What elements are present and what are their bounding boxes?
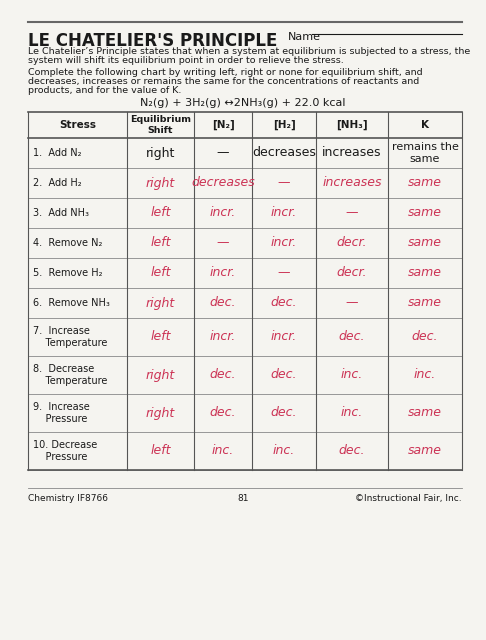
Text: 8.  Decrease
    Temperature: 8. Decrease Temperature bbox=[33, 364, 107, 386]
Text: incr.: incr. bbox=[210, 330, 236, 344]
Text: remains the
same: remains the same bbox=[392, 142, 458, 164]
Text: —: — bbox=[278, 177, 290, 189]
Text: right: right bbox=[146, 369, 175, 381]
Text: —: — bbox=[217, 237, 229, 250]
Text: same: same bbox=[408, 266, 442, 280]
Text: Name: Name bbox=[288, 32, 321, 42]
Text: left: left bbox=[150, 330, 171, 344]
Text: 5.  Remove H₂: 5. Remove H₂ bbox=[33, 268, 103, 278]
Text: increases: increases bbox=[322, 147, 382, 159]
Text: increases: increases bbox=[322, 177, 382, 189]
Text: same: same bbox=[408, 296, 442, 310]
Text: left: left bbox=[150, 207, 171, 220]
Text: dec.: dec. bbox=[271, 296, 297, 310]
Text: same: same bbox=[408, 445, 442, 458]
Text: Le Chatelier’s Principle states that when a system at equilibrium is subjected t: Le Chatelier’s Principle states that whe… bbox=[28, 47, 470, 56]
Text: decr.: decr. bbox=[337, 237, 367, 250]
Text: incr.: incr. bbox=[210, 207, 236, 220]
Text: decreases: decreases bbox=[252, 147, 316, 159]
Text: left: left bbox=[150, 445, 171, 458]
Text: dec.: dec. bbox=[271, 406, 297, 419]
Text: left: left bbox=[150, 237, 171, 250]
Text: 3.  Add NH₃: 3. Add NH₃ bbox=[33, 208, 89, 218]
Text: 9.  Increase
    Pressure: 9. Increase Pressure bbox=[33, 402, 90, 424]
Text: inc.: inc. bbox=[341, 369, 363, 381]
Text: same: same bbox=[408, 406, 442, 419]
Text: K: K bbox=[421, 120, 429, 130]
Text: dec.: dec. bbox=[210, 406, 236, 419]
Text: products, and for the value of K.: products, and for the value of K. bbox=[28, 86, 181, 95]
Text: 6.  Remove NH₃: 6. Remove NH₃ bbox=[33, 298, 110, 308]
Text: [NH₃]: [NH₃] bbox=[336, 120, 368, 130]
Text: Stress: Stress bbox=[59, 120, 96, 130]
Text: left: left bbox=[150, 266, 171, 280]
Text: Equilibrium
Shift: Equilibrium Shift bbox=[130, 115, 191, 134]
Text: incr.: incr. bbox=[271, 207, 297, 220]
Text: dec.: dec. bbox=[210, 369, 236, 381]
Text: same: same bbox=[408, 237, 442, 250]
Text: inc.: inc. bbox=[273, 445, 295, 458]
Text: inc.: inc. bbox=[341, 406, 363, 419]
Text: right: right bbox=[146, 177, 175, 189]
Text: 1.  Add N₂: 1. Add N₂ bbox=[33, 148, 82, 158]
Text: system will shift its equilibrium point in order to relieve the stress.: system will shift its equilibrium point … bbox=[28, 56, 344, 65]
Text: 7.  Increase
    Temperature: 7. Increase Temperature bbox=[33, 326, 107, 348]
Text: incr.: incr. bbox=[271, 330, 297, 344]
Text: [H₂]: [H₂] bbox=[273, 120, 295, 130]
Text: Complete the following chart by writing left, right or none for equilibrium shif: Complete the following chart by writing … bbox=[28, 68, 423, 77]
Text: —: — bbox=[346, 296, 358, 310]
Text: dec.: dec. bbox=[339, 330, 365, 344]
Text: [N₂]: [N₂] bbox=[211, 120, 234, 130]
Text: LE CHATELIER'S PRINCIPLE: LE CHATELIER'S PRINCIPLE bbox=[28, 32, 278, 50]
Text: 4.  Remove N₂: 4. Remove N₂ bbox=[33, 238, 103, 248]
Text: inc.: inc. bbox=[212, 445, 234, 458]
Text: same: same bbox=[408, 177, 442, 189]
Text: dec.: dec. bbox=[412, 330, 438, 344]
Text: same: same bbox=[408, 207, 442, 220]
Text: decr.: decr. bbox=[337, 266, 367, 280]
Text: 2.  Add H₂: 2. Add H₂ bbox=[33, 178, 82, 188]
Text: Chemistry IF8766: Chemistry IF8766 bbox=[28, 494, 108, 503]
Text: —: — bbox=[217, 147, 229, 159]
Text: 10. Decrease
    Pressure: 10. Decrease Pressure bbox=[33, 440, 97, 462]
Text: incr.: incr. bbox=[210, 266, 236, 280]
Text: ©Instructional Fair, Inc.: ©Instructional Fair, Inc. bbox=[355, 494, 462, 503]
Text: right: right bbox=[146, 296, 175, 310]
Text: 81: 81 bbox=[237, 494, 249, 503]
Text: decreases: decreases bbox=[191, 177, 255, 189]
Text: right: right bbox=[146, 406, 175, 419]
Text: dec.: dec. bbox=[339, 445, 365, 458]
Text: —: — bbox=[346, 207, 358, 220]
Text: inc.: inc. bbox=[414, 369, 436, 381]
Text: N₂(g) + 3H₂(g) ↔2NH₃(g) + 22.0 kcal: N₂(g) + 3H₂(g) ↔2NH₃(g) + 22.0 kcal bbox=[140, 98, 346, 108]
Text: dec.: dec. bbox=[210, 296, 236, 310]
Text: dec.: dec. bbox=[271, 369, 297, 381]
Text: decreases, increases or remains the same for the concentrations of reactants and: decreases, increases or remains the same… bbox=[28, 77, 419, 86]
Text: —: — bbox=[278, 266, 290, 280]
Text: right: right bbox=[146, 147, 175, 159]
Text: incr.: incr. bbox=[271, 237, 297, 250]
